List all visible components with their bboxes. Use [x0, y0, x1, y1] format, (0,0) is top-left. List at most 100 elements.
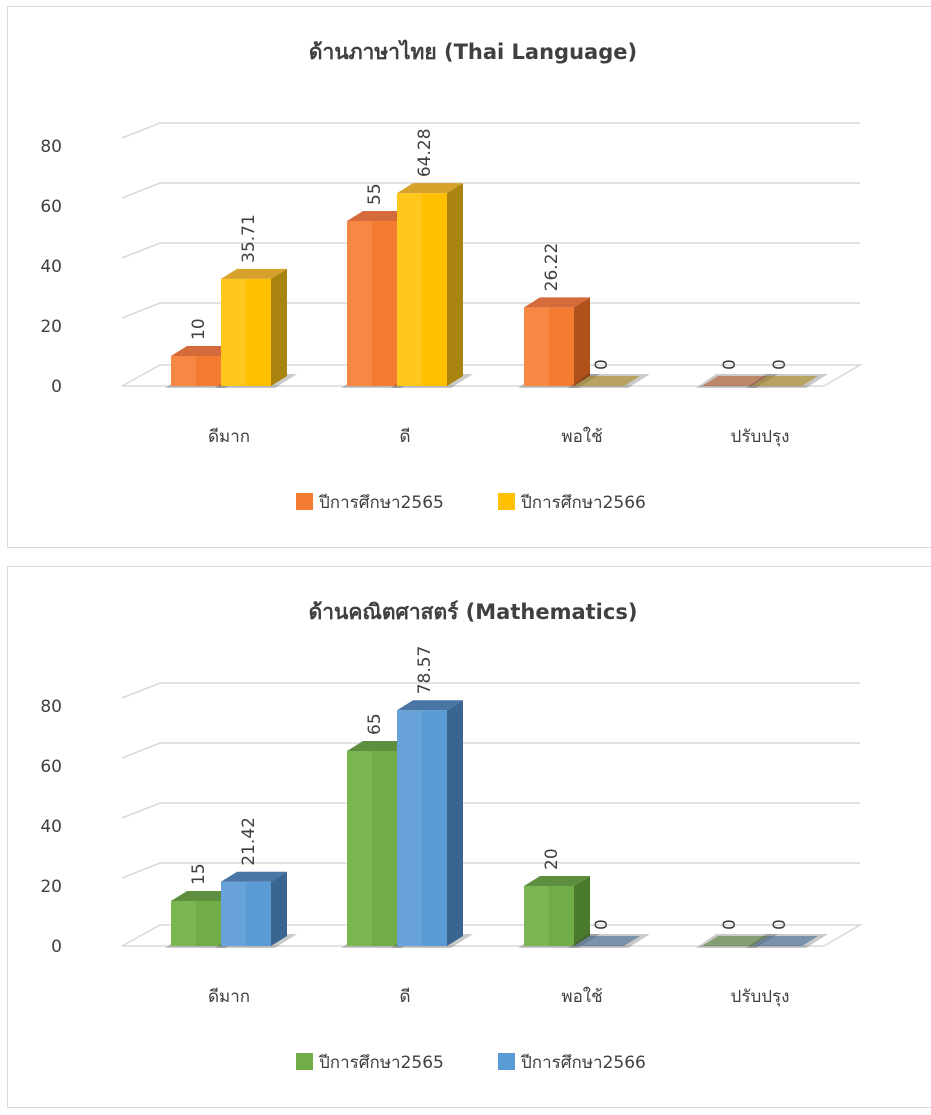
bar-side: [574, 297, 590, 386]
legend-swatch: [296, 1053, 313, 1070]
chart-svg: ด้านคณิตศาสตร์ (Mathematics) 0 20 40 60 80 15 2…: [40, 600, 863, 1073]
bar: [391, 700, 473, 948]
legend-swatch: [498, 1053, 515, 1070]
bar-highlight: [524, 307, 549, 386]
bar-front: [397, 710, 447, 946]
bar-top: [347, 211, 413, 221]
bar-highlight: [171, 356, 196, 386]
bar-top: [524, 876, 590, 886]
bar-highlight: [221, 881, 246, 946]
bar: [746, 374, 828, 388]
legend-label: ปีการศึกษา2566: [520, 493, 646, 513]
gridline: [121, 742, 860, 759]
bar-highlight: [524, 886, 549, 946]
chart-panel-math: ด้านคณิตศาสตร์ (Mathematics) 0 20 40 60 80 15 2…: [7, 566, 931, 1108]
bar-highlight: [347, 751, 372, 946]
x-category-label: ดี: [399, 987, 410, 1007]
legend-label: ปีการศึกษา2565: [318, 1053, 444, 1073]
y-tick-label: 40: [40, 817, 62, 837]
bar-side: [574, 876, 590, 946]
bar: [568, 374, 650, 388]
x-category-label: พอใช้: [561, 426, 602, 447]
data-label: 64.28: [415, 128, 435, 177]
bar-front: [347, 221, 397, 386]
bar-top: [221, 871, 287, 882]
bar-flat: [752, 376, 818, 386]
bar-front: [221, 278, 271, 386]
data-label: 21.42: [239, 817, 259, 866]
bar-top: [171, 346, 237, 356]
x-category-label: พอใช้: [561, 986, 602, 1007]
y-tick-label: 20: [40, 317, 62, 337]
gridline: [121, 302, 860, 319]
y-tick-label: 0: [51, 377, 62, 397]
bar-side: [447, 700, 463, 946]
legend-swatch: [498, 493, 515, 510]
bar: [215, 268, 297, 388]
bar-highlight: [397, 193, 422, 386]
bar-front: [347, 751, 397, 946]
bar-flat: [574, 936, 640, 946]
bar-highlight: [221, 278, 246, 386]
bar: [518, 876, 600, 948]
bar: [215, 871, 297, 948]
bar-top: [221, 268, 287, 279]
bar-top: [524, 297, 590, 308]
bar-top: [347, 741, 413, 751]
x-category-label: ปรับปรุง: [731, 427, 790, 447]
bar-front: [524, 307, 574, 386]
gridline: [121, 182, 860, 199]
bar-top: [397, 700, 463, 711]
data-label: 0: [770, 919, 790, 930]
data-label: 0: [720, 359, 740, 370]
x-category-label: ดี: [399, 427, 410, 447]
bar-highlight: [171, 901, 196, 946]
x-category-label: ดีมาก: [208, 987, 250, 1007]
bar-front: [221, 881, 271, 946]
bar-side: [271, 871, 287, 946]
y-tick-label: 20: [40, 877, 62, 897]
bar-front: [171, 901, 221, 946]
data-label: 0: [720, 919, 740, 930]
x-category-label: ดีมาก: [208, 427, 250, 447]
bar: [568, 934, 650, 948]
bar-highlight: [347, 221, 372, 386]
bar-front: [524, 886, 574, 946]
gridline: [121, 862, 860, 879]
bar-top: [171, 891, 237, 901]
bar-flat: [574, 376, 640, 386]
chart-panel-thai: ด้านภาษาไทย (Thai Language) 0 20 40 60 80 10 35…: [7, 6, 931, 548]
bar: [518, 297, 600, 388]
bar-side: [447, 183, 463, 386]
legend-swatch: [296, 493, 313, 510]
gridline: [121, 242, 860, 259]
y-tick-label: 60: [40, 197, 62, 217]
data-label: 26.22: [542, 243, 562, 292]
bar-flat: [702, 376, 768, 386]
y-tick-label: 40: [40, 257, 62, 277]
data-label: 0: [592, 919, 612, 930]
data-label: 35.71: [239, 214, 259, 263]
data-label: 20: [542, 848, 562, 870]
y-tick-label: 80: [40, 137, 62, 157]
data-label: 0: [592, 359, 612, 370]
data-label: 15: [189, 863, 209, 885]
data-label: 65: [365, 713, 385, 735]
legend-label: ปีการศึกษา2565: [318, 493, 444, 513]
data-label: 55: [365, 183, 385, 205]
legend-label: ปีการศึกษา2566: [520, 1053, 646, 1073]
bar-flat: [702, 936, 768, 946]
chart-title: ด้านภาษาไทย (Thai Language): [309, 39, 637, 64]
data-label: 10: [189, 318, 209, 340]
gridline: [121, 682, 860, 699]
bar-highlight: [397, 710, 422, 946]
bar-front: [171, 356, 221, 386]
bar-top: [397, 183, 463, 194]
data-label: 0: [770, 359, 790, 370]
bar: [746, 934, 828, 948]
y-tick-label: 80: [40, 697, 62, 717]
bar-front: [397, 193, 447, 386]
bar: [391, 183, 473, 388]
bar-side: [271, 268, 287, 386]
chart-title: ด้านคณิตศาสตร์ (Mathematics): [309, 600, 638, 624]
